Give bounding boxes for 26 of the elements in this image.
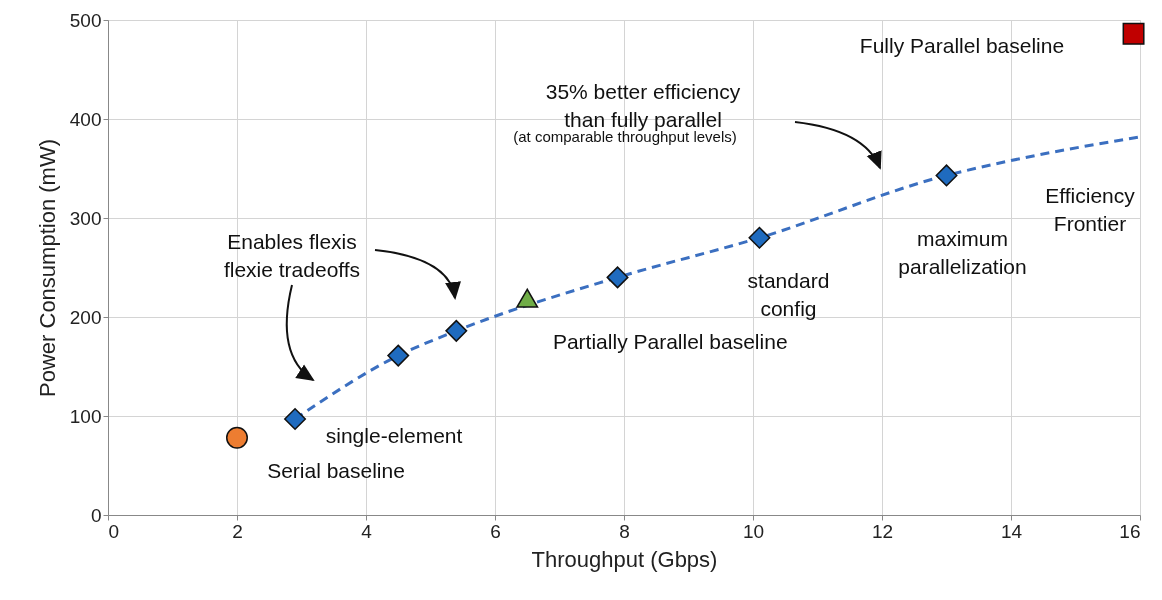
y-tick-label: 300 (69, 207, 102, 229)
y-tick-label: 500 (69, 9, 102, 31)
annotation: Efficiency Frontier (1045, 183, 1136, 235)
annotation: Fully Parallel baseline (859, 34, 1065, 57)
x-tick-label: 16 (1119, 520, 1141, 542)
annotation: Enables flexis flexie tradeoffs (223, 230, 361, 281)
x-tick-label: 4 (361, 520, 373, 542)
annotation: single-element (325, 423, 463, 447)
x-axis-title: Throughput (Gbps) (531, 546, 718, 572)
x-tick-label: 14 (1000, 520, 1023, 542)
x-tick-label: 10 (742, 520, 765, 542)
x-tick-label: 2 (232, 520, 243, 542)
y-tick-label: 0 (90, 504, 102, 526)
annotation: Partially Parallel baseline (552, 330, 788, 354)
x-tick-label: 8 (619, 520, 630, 542)
y-tick-label: 400 (69, 108, 102, 130)
y-tick-label: 200 (69, 306, 102, 328)
annotation: maximum parallelization (898, 227, 1027, 279)
x-tick-label: 0 (108, 520, 120, 542)
annotation: standard config (747, 268, 830, 320)
annotation: Serial baseline (267, 458, 405, 482)
y-axis-title: Power Consumption (mW) (34, 139, 60, 397)
y-tick-label: 100 (69, 405, 102, 427)
x-tick-label: 12 (871, 520, 894, 542)
x-tick-label: 6 (490, 520, 501, 542)
annotation: 35% better efficiency than fully parallel (545, 80, 741, 131)
